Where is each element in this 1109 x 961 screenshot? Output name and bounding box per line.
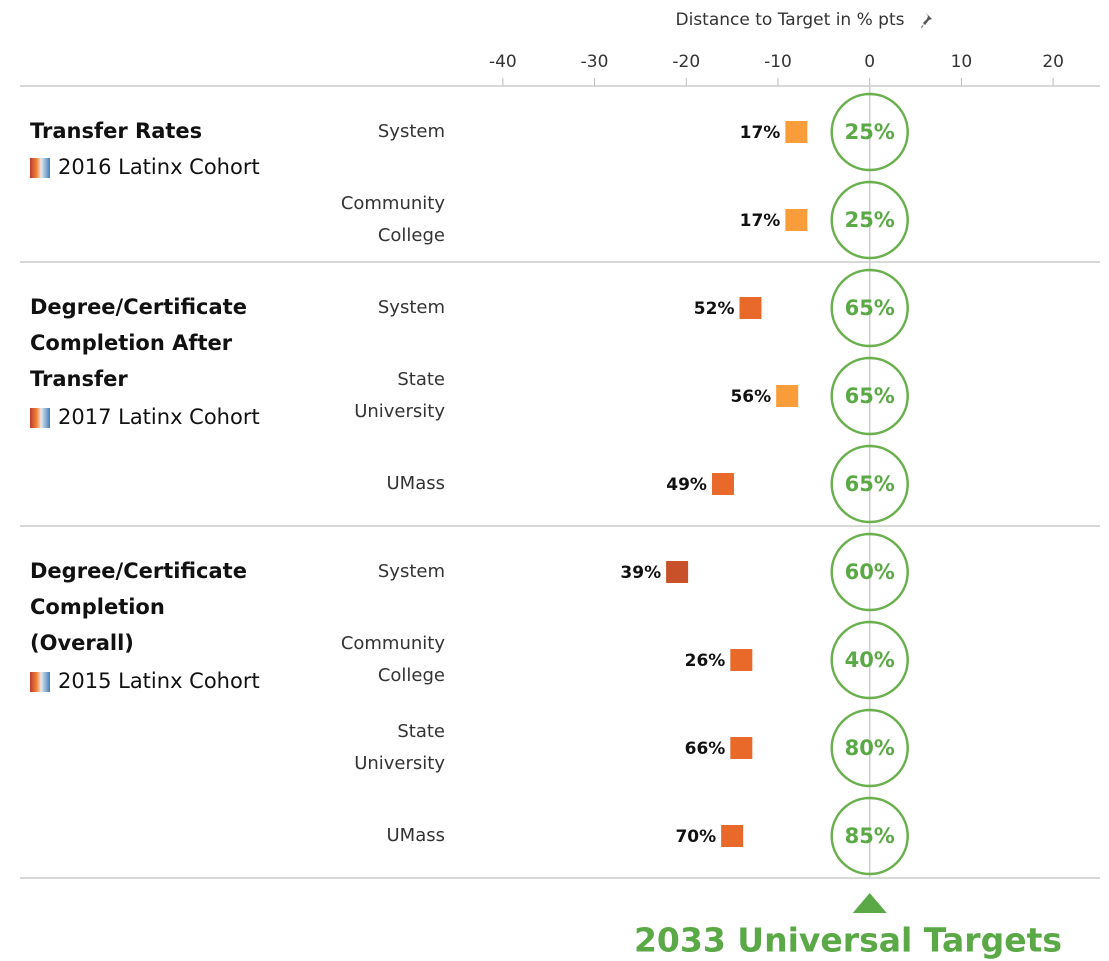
target-label: 60% [845,560,895,584]
pin-icon[interactable] [921,13,932,28]
x-tick-label: -40 [489,52,517,72]
x-tick-label: -30 [581,52,609,72]
row-label: University [354,753,445,774]
target-circle [830,356,909,436]
row-label: System [378,121,445,142]
group-title: (Overall) [30,631,134,655]
value-label: 49% [666,475,707,495]
target-label: 65% [845,472,895,496]
legend-swatch [30,408,50,428]
value-square [785,209,808,231]
value-label: 17% [740,211,781,231]
legend-swatch [30,158,50,178]
group-title: Completion After [30,331,233,355]
target-circle [830,708,909,788]
target-circle [830,620,909,700]
target-circle [830,532,909,612]
target-label: 40% [845,648,895,672]
row-label: System [378,297,445,318]
legend-swatch [30,672,50,692]
group-title: Completion [30,595,165,619]
row-label: UMass [387,825,446,846]
target-circle [830,180,909,260]
row-label: College [378,225,445,246]
value-square [785,121,808,143]
value-square [776,385,799,407]
value-label: 66% [685,739,726,759]
row-label: Community [341,633,446,654]
x-tick-label: 10 [951,52,973,72]
value-label: 52% [694,299,735,319]
row-label: UMass [387,473,446,494]
value-square [739,297,762,319]
row-label: State [397,369,445,390]
axis-title: Distance to Target in % pts [676,10,905,30]
value-square [721,825,744,847]
value-square [711,473,734,495]
x-tick-label: -10 [764,52,792,72]
target-label: 65% [845,296,895,320]
group-title: Degree/Certificate [30,559,247,583]
target-circle [830,268,909,348]
target-label: 25% [845,208,895,232]
target-arrow [852,893,887,913]
row-label: Community [341,193,446,214]
value-label: 70% [675,827,716,847]
value-square [730,649,753,671]
footer-label: 2033 Universal Targets [634,921,1062,960]
cohort-label: 2016 Latinx Cohort [58,155,260,179]
group-title: Transfer Rates [30,119,202,143]
value-square [730,737,753,759]
x-tick-label: 0 [864,52,875,72]
row-label: State [397,721,445,742]
target-circle [830,92,909,172]
target-circle [830,444,909,524]
target-label: 85% [845,824,895,848]
group-title: Transfer [30,367,128,391]
value-label: 39% [620,563,661,583]
group-title: Degree/Certificate [30,295,247,319]
target-label: 80% [845,736,895,760]
target-circle [830,796,909,876]
cohort-label: 2015 Latinx Cohort [58,669,260,693]
row-label: College [378,665,445,686]
x-tick-label: -20 [672,52,700,72]
value-label: 17% [740,123,781,143]
value-label: 56% [730,387,771,407]
target-label: 25% [845,120,895,144]
target-label: 65% [845,384,895,408]
row-label: System [378,561,445,582]
cohort-label: 2017 Latinx Cohort [58,405,260,429]
value-label: 26% [685,651,726,671]
x-tick-label: 20 [1042,52,1064,72]
value-square [666,561,689,583]
row-label: University [354,401,445,422]
